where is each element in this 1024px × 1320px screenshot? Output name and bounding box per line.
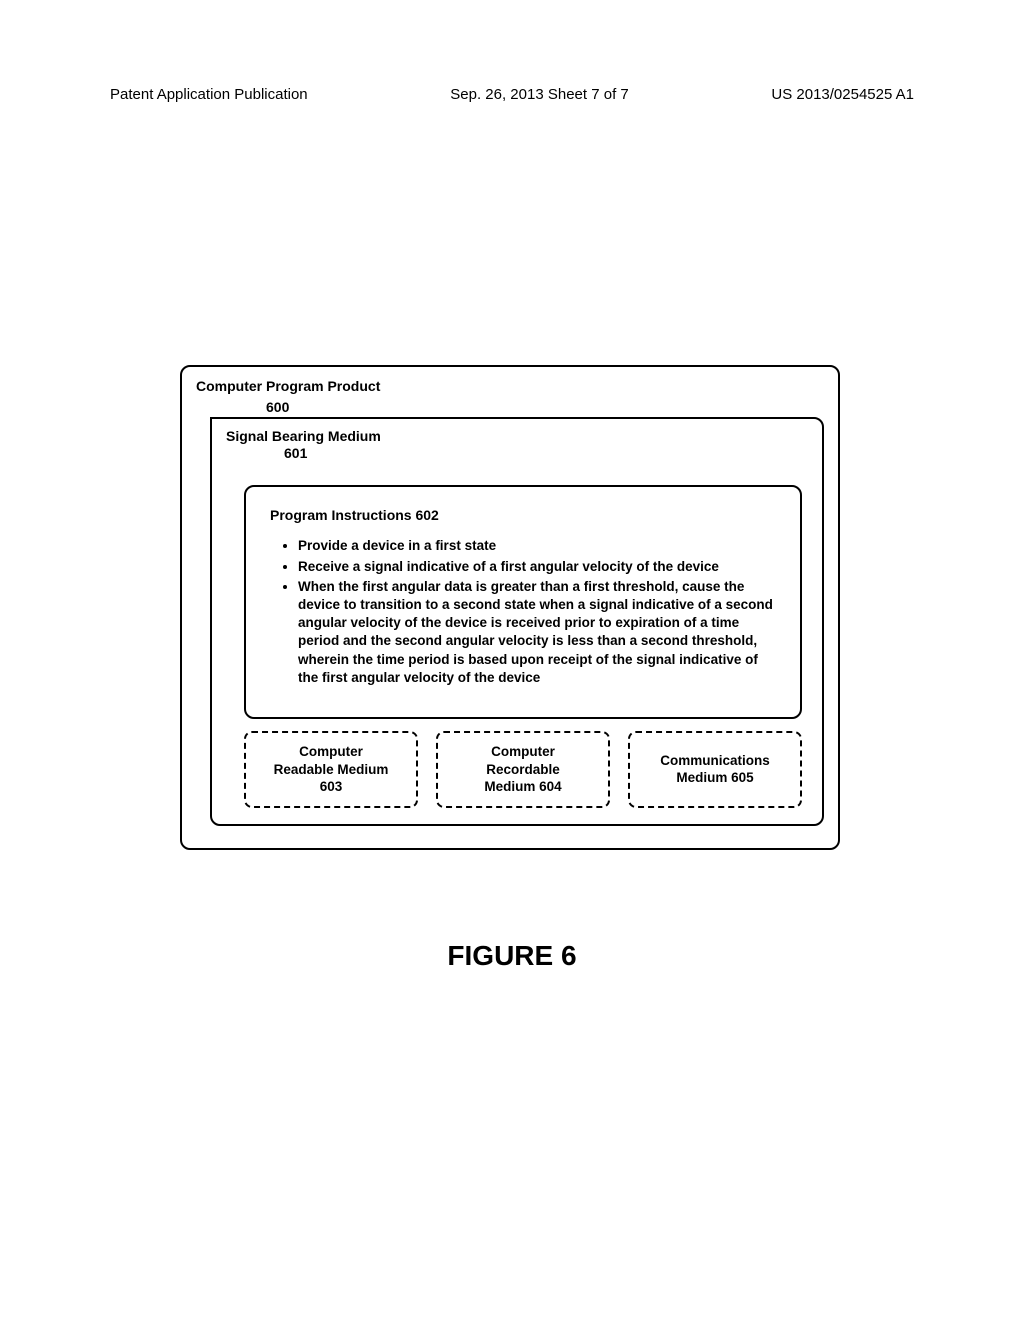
outer-ref: 600 — [266, 399, 824, 415]
media-line: 603 — [250, 778, 412, 796]
communications-medium-box: Communications Medium 605 — [628, 731, 802, 808]
media-line: Readable Medium — [250, 761, 412, 779]
outer-title: Computer Program Product — [196, 377, 824, 395]
signal-title: Signal Bearing Medium — [226, 427, 808, 445]
signal-bearing-medium-box: Signal Bearing Medium 601 Program Instru… — [210, 417, 824, 826]
media-row: Computer Readable Medium 603 Computer Re… — [244, 731, 802, 808]
instructions-title: Program Instructions 602 — [270, 507, 780, 523]
diagram: Computer Program Product 600 Signal Bear… — [180, 365, 840, 850]
media-line: Medium 605 — [634, 769, 796, 787]
instruction-item: Receive a signal indicative of a first a… — [298, 558, 780, 576]
computer-recordable-medium-box: Computer Recordable Medium 604 — [436, 731, 610, 808]
page-header: Patent Application Publication Sep. 26, … — [110, 86, 914, 103]
instruction-item: Provide a device in a first state — [298, 537, 780, 555]
media-line: Communications — [634, 752, 796, 770]
media-line: Recordable — [442, 761, 604, 779]
signal-ref: 601 — [284, 445, 808, 461]
instructions-list: Provide a device in a first state Receiv… — [298, 537, 780, 687]
computer-readable-medium-box: Computer Readable Medium 603 — [244, 731, 418, 808]
media-line: Computer — [250, 743, 412, 761]
program-instructions-box: Program Instructions 602 Provide a devic… — [244, 485, 802, 719]
instruction-item: When the first angular data is greater t… — [298, 578, 780, 687]
media-line: Medium 604 — [442, 778, 604, 796]
header-left: Patent Application Publication — [110, 86, 308, 103]
media-line: Computer — [442, 743, 604, 761]
figure-caption: FIGURE 6 — [0, 940, 1024, 972]
header-center: Sep. 26, 2013 Sheet 7 of 7 — [450, 86, 628, 103]
computer-program-product-box: Computer Program Product 600 Signal Bear… — [180, 365, 840, 850]
header-right: US 2013/0254525 A1 — [771, 86, 914, 103]
